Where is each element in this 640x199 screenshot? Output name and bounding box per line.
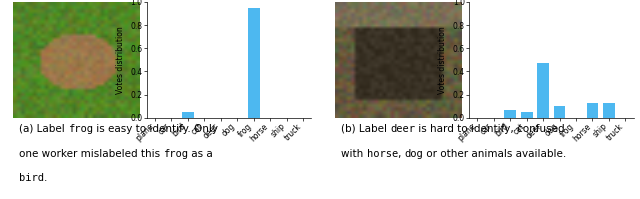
Text: is easy to identify. Only: is easy to identify. Only [93,124,218,134]
Text: dog: dog [404,148,423,159]
Y-axis label: Votes distribution: Votes distribution [116,26,125,94]
Text: with: with [341,148,367,159]
Text: as a: as a [188,148,213,159]
Text: bird: bird [19,173,44,183]
Bar [603,103,615,118]
Text: (b) Label: (b) Label [341,124,390,134]
Text: or other animals available.: or other animals available. [423,148,566,159]
Text: deer: deer [390,124,415,134]
Text: ,: , [398,148,404,159]
Y-axis label: Votes distribution: Votes distribution [438,26,447,94]
Text: .: . [44,173,47,183]
Bar [554,106,566,118]
Bar [521,112,532,118]
Text: horse: horse [367,148,398,159]
Text: frog: frog [68,124,93,134]
Text: is hard to identify, confused: is hard to identify, confused [415,124,565,134]
Text: frog: frog [163,148,188,159]
Bar [182,112,194,118]
Bar [248,8,260,118]
Bar [537,63,549,118]
Bar [586,103,598,118]
Bar [504,109,516,118]
Text: (a) Label: (a) Label [19,124,68,134]
Text: one worker mislabeled this: one worker mislabeled this [19,148,163,159]
